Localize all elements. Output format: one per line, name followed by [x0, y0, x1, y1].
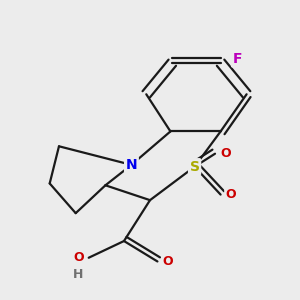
Text: O: O [163, 255, 173, 268]
Text: O: O [220, 147, 231, 160]
Text: S: S [190, 160, 200, 174]
Text: O: O [73, 251, 84, 264]
Text: H: H [73, 268, 83, 281]
Text: N: N [126, 158, 137, 172]
Text: O: O [226, 188, 236, 201]
Text: F: F [232, 52, 242, 66]
